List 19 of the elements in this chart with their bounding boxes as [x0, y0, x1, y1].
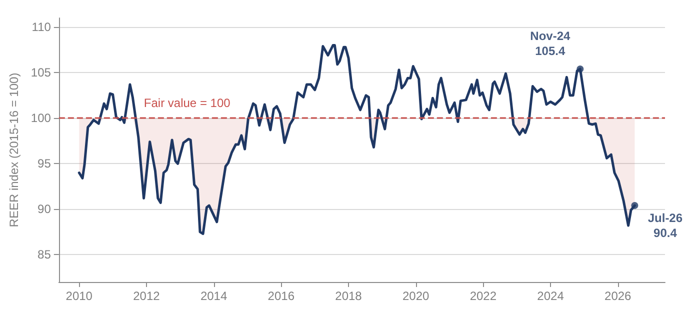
x-tick-label: 2022 — [470, 289, 497, 303]
x-tick-label: 2026 — [604, 289, 632, 303]
y-tick-label: 85 — [38, 248, 52, 262]
x-tick-label: 2010 — [66, 289, 93, 303]
x-tick-label: 2024 — [537, 289, 564, 303]
ref-line-label: Fair value = 100 — [144, 96, 231, 110]
y-tick-label: 110 — [32, 20, 52, 34]
annotation: Jul-26 90.4 — [648, 211, 683, 240]
y-tick-label: 95 — [38, 156, 52, 171]
x-tick-label: 2018 — [335, 289, 362, 303]
x-tick-label: 2012 — [133, 289, 160, 303]
y-tick-label: 100 — [30, 111, 52, 126]
x-tick-label: 2020 — [402, 289, 430, 303]
y-axis-title: REER index (2015-16 = 100) — [7, 72, 21, 228]
annotation: Nov-24 105.4 — [530, 28, 570, 58]
x-tick-label: 2014 — [200, 289, 228, 303]
y-tick-label: 105 — [30, 66, 52, 80]
y-tick-label: 90 — [38, 202, 52, 216]
x-tick-label: 2016 — [268, 289, 295, 303]
